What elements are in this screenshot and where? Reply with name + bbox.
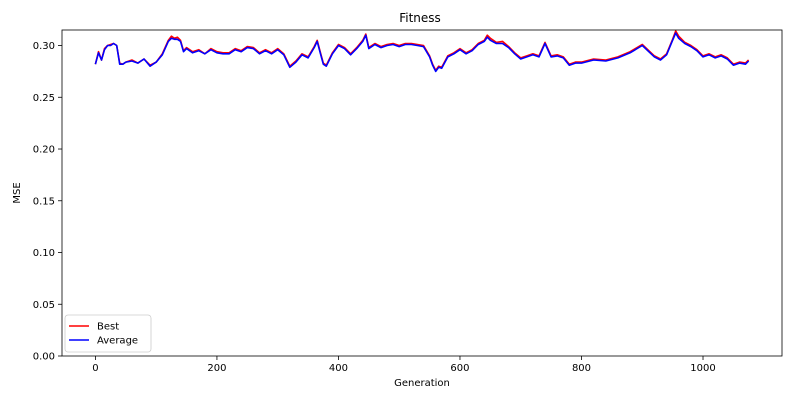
y-tick-label: 0.20 bbox=[33, 145, 55, 156]
x-tick-label: 400 bbox=[329, 363, 348, 374]
y-tick-label: 0.30 bbox=[33, 41, 55, 52]
plot-frame bbox=[61, 29, 783, 357]
series-line-average bbox=[94, 32, 750, 73]
legend-box bbox=[64, 314, 152, 353]
y-axis-label: MSE bbox=[12, 182, 23, 203]
x-tick-label: 600 bbox=[450, 363, 469, 374]
legend: Best Average bbox=[64, 314, 152, 353]
y-tick-label: 0.00 bbox=[33, 352, 55, 363]
y-tick-label: 0.10 bbox=[33, 248, 55, 259]
axes-layer bbox=[61, 29, 783, 357]
x-tick-label: 200 bbox=[207, 363, 226, 374]
x-tick-label: 0 bbox=[92, 363, 98, 374]
legend-label-best: Best bbox=[97, 322, 119, 333]
x-tick-label: 800 bbox=[572, 363, 591, 374]
y-tick-label: 0.25 bbox=[33, 93, 55, 104]
chart-title: Fitness bbox=[399, 11, 441, 25]
plot-area bbox=[62, 30, 782, 356]
series-line-best bbox=[94, 30, 750, 72]
y-tick-label: 0.15 bbox=[33, 196, 55, 207]
series-layer bbox=[94, 30, 750, 73]
x-axis-label: Generation bbox=[394, 378, 450, 389]
legend-label-average: Average bbox=[97, 336, 138, 347]
x-axis-ticks: 0 200 400 600 800 1000 bbox=[92, 356, 716, 374]
y-axis-ticks: 0.00 0.05 0.10 0.15 0.20 0.25 0.30 bbox=[33, 41, 62, 363]
x-tick-label: 1000 bbox=[690, 363, 715, 374]
y-tick-label: 0.05 bbox=[33, 300, 55, 311]
